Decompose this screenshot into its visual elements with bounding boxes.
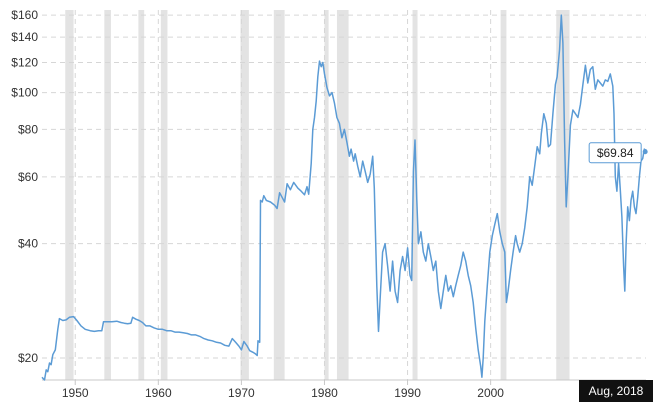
series: [41, 14, 647, 381]
axes: $20 $40 $60 $80 $100 $120 $140 $160 1950 1960 1970…: [11, 8, 646, 400]
x-tick-label: 1960: [145, 386, 172, 400]
recession-band: [324, 10, 329, 380]
y-tick-label: $40: [18, 237, 38, 251]
recession-band: [412, 10, 418, 380]
tooltip-value: $69.84: [597, 146, 634, 160]
recession-band: [104, 10, 111, 380]
recession-band: [240, 10, 249, 380]
tooltip-point: [642, 149, 648, 155]
y-tick-label: $60: [18, 170, 38, 184]
recession-band: [138, 10, 145, 380]
y-tick-label: $160: [11, 8, 38, 22]
cursor-date-label: Aug, 2018: [589, 384, 644, 398]
y-tick-label: $80: [18, 122, 38, 136]
x-tick-label: 1950: [62, 386, 89, 400]
x-tick-label: 1970: [228, 386, 255, 400]
recession-band: [336, 10, 349, 380]
x-tick-label: 1980: [311, 386, 338, 400]
recession-bands: [65, 10, 570, 380]
y-tick-label: $20: [18, 351, 38, 365]
x-tick-label: 2000: [477, 386, 504, 400]
price-series-line: [41, 14, 647, 381]
overlay: Aug, 2018 $69.84: [579, 142, 653, 402]
recession-band: [160, 10, 168, 380]
recession-band: [500, 10, 507, 380]
x-tick-label: 1990: [394, 386, 421, 400]
recession-band: [556, 10, 570, 380]
cursor-date-box: [579, 380, 653, 402]
tooltip-box: [588, 142, 642, 164]
y-tick-label: $120: [11, 56, 38, 70]
recession-band: [65, 10, 74, 380]
y-tick-label: $100: [11, 86, 38, 100]
y-tick-label: $140: [11, 30, 38, 44]
